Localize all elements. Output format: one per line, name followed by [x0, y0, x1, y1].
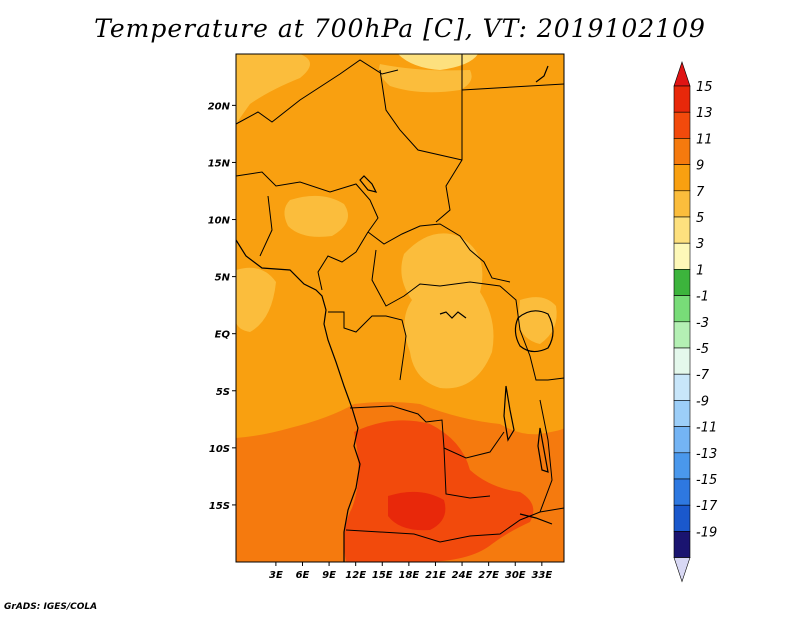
colorbar-label: 3 — [696, 237, 704, 252]
boundary-angola-zambia — [443, 447, 491, 499]
colorbar-label: -7 — [696, 368, 710, 383]
boundary-algeria-mali — [236, 59, 399, 125]
colorbar-label: 11 — [696, 132, 713, 147]
colorbar-swatch — [673, 321, 691, 349]
coastline — [236, 65, 554, 562]
latitude-ticks: 20N 15N 10N 5N EQ 5S 10S 15S — [208, 101, 236, 512]
lat-tick-label: 10S — [209, 444, 230, 455]
boundary-car-drc — [371, 249, 501, 307]
lon-tick-label: 3E — [269, 570, 283, 581]
lat-tick-label: 15S — [209, 501, 230, 512]
lon-tick-label: 9E — [322, 570, 336, 581]
boundary-lines — [236, 54, 564, 543]
colorbar-swatch — [673, 138, 691, 165]
lon-tick-label: 24E — [452, 570, 473, 581]
longitude-ticks: 3E 6E 9E 12E 15E 18E 21E 24E 27E 30E 33E — [269, 562, 552, 581]
colorbar-label: -13 — [696, 447, 717, 462]
colorbar-top-arrow — [673, 61, 691, 87]
boundary-libya-egypt — [461, 83, 564, 91]
colorbar-label: 13 — [696, 106, 713, 121]
colorbar-label: 15 — [696, 80, 713, 95]
boundary-congo-gabon — [328, 311, 407, 381]
nile-delta — [535, 65, 549, 83]
colorbar-swatch — [673, 347, 691, 375]
lat-tick-label: 15N — [208, 158, 231, 169]
lake-chad — [359, 175, 378, 193]
colorbar-swatch — [673, 85, 691, 113]
boundary-angola-namibia — [345, 507, 564, 543]
lon-tick-label: 27E — [478, 570, 499, 581]
boundary-sahel — [236, 171, 379, 233]
colorbar-swatch — [673, 373, 691, 401]
field-band-7-9-nigeria — [284, 195, 348, 237]
map-title: Temperature at 700hPa [C], VT: 201910210… — [94, 14, 706, 43]
grads-credit: GrADS: IGES/COLA — [4, 602, 98, 612]
colorbar-bottom-arrow — [673, 557, 691, 583]
colorbar-label: -1 — [696, 290, 709, 305]
colorbar-swatch — [673, 216, 691, 244]
colorbar-swatch — [673, 190, 691, 218]
lon-tick-label: 18E — [398, 570, 419, 581]
lat-tick-label: 20N — [208, 101, 231, 112]
colorbar-label: -3 — [696, 316, 709, 331]
lon-tick-label: 6E — [296, 570, 310, 581]
lon-tick-label: 21E — [425, 570, 446, 581]
lon-tick-label: 33E — [531, 570, 552, 581]
boundary-niger-chad — [379, 69, 463, 161]
colorbar-label: 1 — [696, 263, 704, 278]
colorbar-swatch — [673, 531, 691, 558]
field-band-5-7-north — [398, 54, 478, 70]
lat-tick-label: 5S — [216, 387, 230, 398]
colorbar-swatch — [673, 400, 691, 427]
colorbar: 15 13 11 9 7 5 3 1 -1 -3 -5 -7 -9 -11 -13 -15 -17 -19 — [673, 61, 718, 583]
field-band-7-9-west — [236, 267, 276, 332]
colorbar-swatch — [673, 269, 691, 296]
river-congo — [439, 311, 467, 319]
boundary-cameroon-nigeria — [317, 231, 369, 291]
lake-victoria — [514, 310, 554, 353]
colorbar-swatch — [673, 504, 691, 532]
lat-tick-label: 5N — [215, 273, 231, 284]
colorbar-label: -19 — [696, 525, 717, 540]
boundary-angola-drc — [349, 405, 505, 459]
colorbar-label: 7 — [696, 185, 705, 200]
colorbar-label: -5 — [696, 342, 709, 357]
colorbar-swatch — [673, 452, 691, 480]
lon-tick-label: 30E — [505, 570, 526, 581]
field-band-7-9-northwest — [236, 54, 310, 124]
lat-tick-label: EQ — [215, 330, 231, 341]
boundary-malawi — [539, 399, 553, 513]
boundary-car-sudan — [367, 223, 511, 283]
boundary-east-africa — [499, 285, 564, 381]
colorbar-label: -15 — [696, 473, 717, 488]
field-band-7-9-north — [379, 64, 472, 93]
boundary-benin — [259, 195, 273, 257]
field-band-7-9-central — [401, 233, 494, 389]
atlantic-coastline — [236, 239, 361, 562]
lake-malawi — [537, 427, 549, 473]
colorbar-label: 9 — [696, 159, 704, 174]
colorbar-swatch — [673, 295, 691, 323]
colorbar-swatch — [673, 242, 691, 270]
colorbar-swatch — [673, 426, 691, 454]
colorbar-label: -11 — [696, 421, 717, 436]
colorbar-swatch — [673, 111, 691, 139]
colorbar-swatch — [673, 164, 691, 192]
boundary-chad-sudan — [435, 54, 463, 223]
lat-tick-label: 10N — [208, 216, 231, 227]
colorbar-label: -17 — [696, 499, 718, 514]
lake-tanganyika — [503, 385, 515, 442]
map-frame — [235, 53, 565, 563]
field-band-15-plus — [388, 491, 446, 531]
temperature-field — [236, 54, 564, 562]
lon-tick-label: 15E — [372, 570, 393, 581]
colorbar-label: 5 — [696, 211, 704, 226]
colorbar-label: -9 — [696, 394, 709, 409]
field-band-7-9-east — [518, 297, 557, 344]
river-zambezi — [519, 513, 553, 525]
lon-tick-label: 12E — [345, 570, 366, 581]
field-band-13-15 — [344, 420, 534, 562]
colorbar-swatch — [673, 478, 691, 506]
